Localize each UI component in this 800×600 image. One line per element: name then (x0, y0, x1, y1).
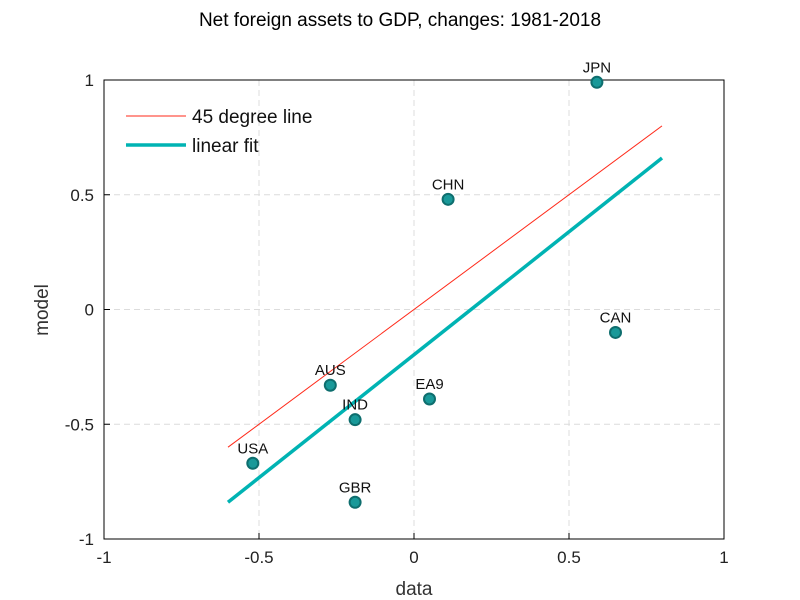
linear-fit-line (226, 156, 664, 504)
data-point-jpn (590, 75, 604, 89)
y-axis-label: model (32, 284, 53, 336)
data-point-ind (348, 413, 362, 427)
y-tick-label: 0 (85, 301, 94, 320)
point-label-ind: IND (342, 397, 368, 414)
point-label-usa: USA (237, 440, 268, 457)
legend-label: linear fit (192, 136, 259, 157)
point-label-chn: CHN (432, 176, 465, 193)
point-label-gbr: GBR (339, 479, 372, 496)
axis-ticks: -1 -0.5 0 0.5 1 -1 -0.5 0 0.5 1 (65, 71, 729, 567)
point-label-can: CAN (600, 309, 632, 326)
data-points: JPN CHN CAN AUS EA9 IND USA GBR (237, 59, 632, 509)
data-point-ea9 (423, 392, 436, 406)
y-tick-label: -0.5 (65, 415, 94, 434)
data-point-usa (246, 456, 260, 470)
y-tick-label: 0.5 (70, 186, 94, 205)
45-degree-line-line (227, 125, 663, 448)
y-tick-label: -1 (79, 530, 94, 549)
legend-label: 45 degree line (192, 107, 312, 128)
point-label-jpn: JPN (583, 59, 611, 76)
x-axis-label: data (396, 579, 433, 600)
data-point-can (609, 325, 622, 339)
point-label-aus: AUS (315, 362, 346, 379)
data-point-aus (323, 378, 337, 392)
chart-title: Net foreign assets to GDP, changes: 1981… (199, 10, 601, 31)
x-tick-label: 1 (719, 548, 728, 567)
x-tick-label: 0 (409, 548, 418, 567)
fit-lines (226, 125, 664, 504)
y-tick-label: 1 (85, 71, 94, 90)
point-label-ea9: EA9 (415, 376, 443, 393)
x-tick-label: 0.5 (557, 548, 581, 567)
legend: 45 degree line linear fit (126, 107, 312, 157)
data-point-gbr (348, 495, 362, 509)
x-tick-label: -0.5 (244, 548, 273, 567)
x-tick-label: -1 (96, 548, 111, 567)
data-point-chn (441, 192, 455, 206)
